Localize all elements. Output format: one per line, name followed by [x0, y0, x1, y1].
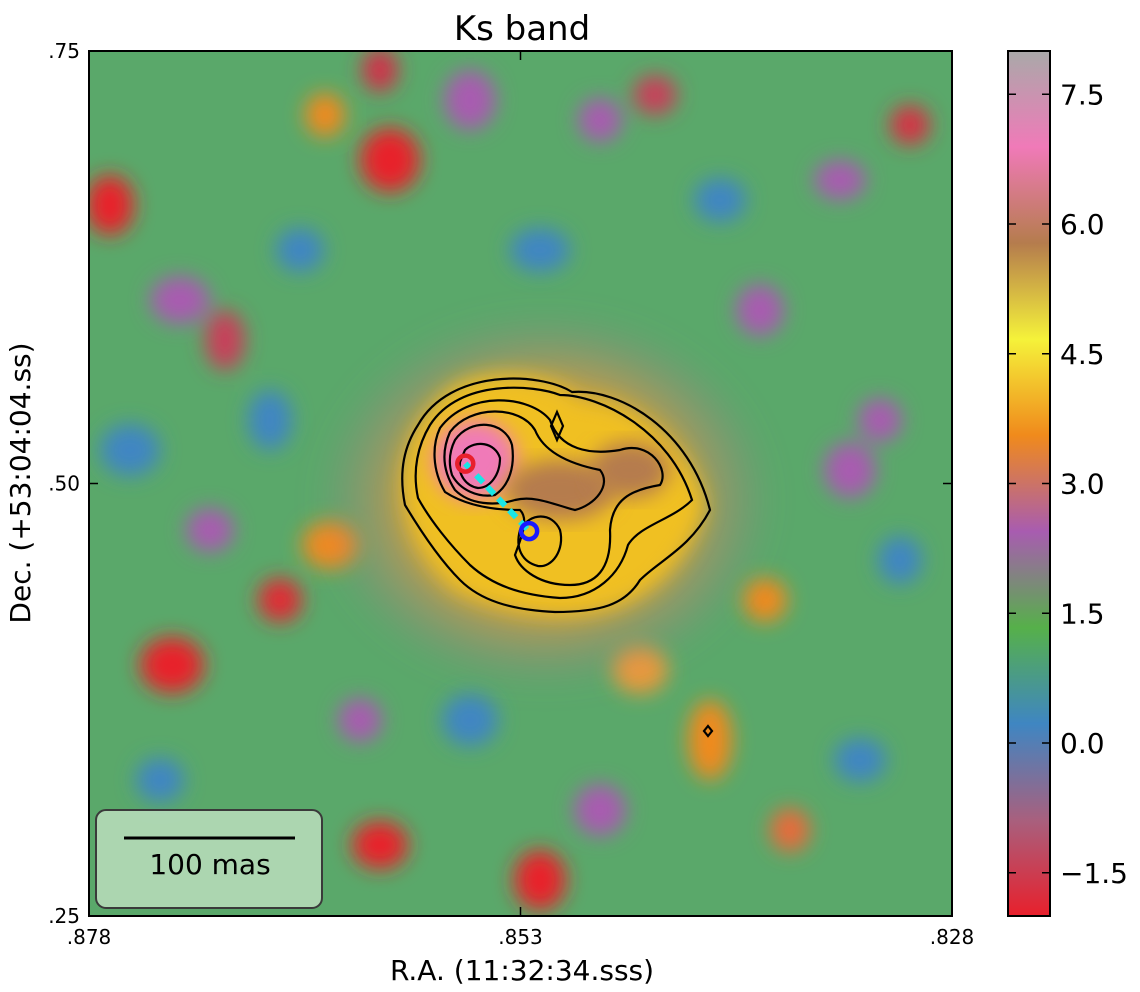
source-emission — [315, 310, 775, 690]
contour-level-3 — [433, 399, 664, 587]
red-circle-marker — [455, 453, 476, 474]
colorbar-tick-label-3: 3.0 — [1060, 468, 1105, 501]
contour-level-4 — [443, 410, 606, 512]
scale-bar: 100 mas — [95, 809, 323, 909]
colorbar-tick-label-5: 0.0 — [1060, 727, 1105, 760]
contour-diamond — [549, 409, 565, 443]
x-tick-label-2: .828 — [930, 925, 975, 949]
chart-title: Ks band — [454, 9, 590, 49]
colorbar-tick-label-6: −1.5 — [1060, 857, 1128, 890]
axis-ticks: .878 .853 .828 .75 .50 .25 — [48, 39, 974, 949]
blue-circle-marker — [518, 520, 540, 542]
colorbar-tick-label-1: 6.0 — [1060, 208, 1105, 241]
y-tick-label-2: .25 — [48, 904, 80, 928]
x-axis-label: R.A. (11:32:34.sss) — [390, 954, 654, 987]
contour-level-6 — [458, 442, 502, 490]
contour-level-5 — [448, 423, 514, 497]
noise-field — [89, 51, 930, 910]
contour-secondary — [517, 515, 563, 568]
source-core-c — [590, 442, 670, 498]
contour-level-2 — [414, 386, 694, 600]
colorbar-tick-label-0: 7.5 — [1060, 78, 1105, 111]
colorbar: 7.5 6.0 4.5 3.0 1.5 0.0 −1.5 — [1007, 50, 1128, 917]
contour-small-spot — [702, 724, 714, 738]
colorbar-tick-label-4: 1.5 — [1060, 597, 1105, 630]
plot-area: 100 mas — [89, 51, 952, 916]
scale-bar-box — [95, 809, 323, 909]
y-tick-label-0: .75 — [48, 39, 80, 63]
contours — [401, 377, 714, 738]
colorbar-tick-label-2: 4.5 — [1060, 338, 1105, 371]
x-tick-label-0: .878 — [67, 925, 112, 949]
y-axis-label: Dec. (+53:04:04.ss) — [4, 342, 37, 623]
contour-level-1 — [401, 377, 712, 614]
colorbar-ticks: 7.5 6.0 4.5 3.0 1.5 0.0 −1.5 — [1008, 78, 1128, 890]
x-tick-label-1: .853 — [498, 925, 543, 949]
scale-bar-label: 100 mas — [149, 848, 270, 881]
y-tick-label-1: .50 — [48, 472, 80, 496]
